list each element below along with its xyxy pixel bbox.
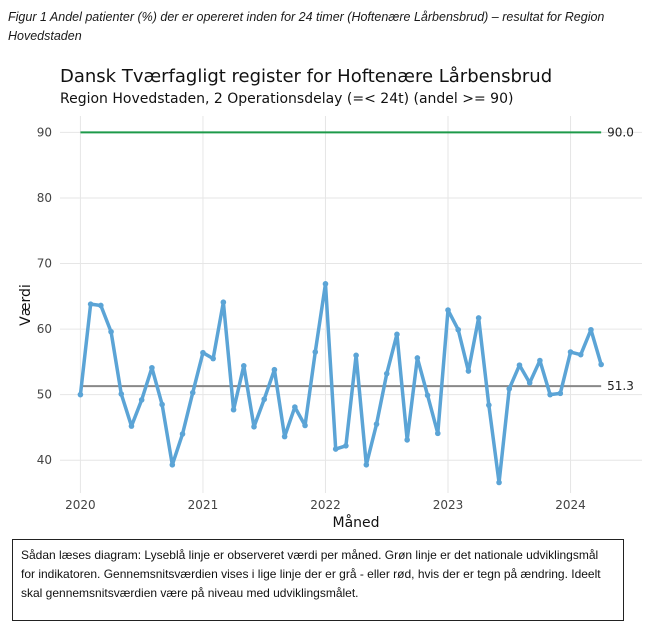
y-tick-label: 70 [37, 257, 52, 271]
data-point [302, 422, 308, 429]
data-point [98, 302, 104, 309]
x-tick-label: 2023 [433, 498, 464, 512]
data-point [87, 301, 94, 307]
data-point [149, 364, 155, 371]
data-point [516, 362, 523, 368]
data-point [210, 355, 216, 362]
x-tick-label: 2022 [310, 498, 341, 512]
reference-line-label: 51.3 [607, 379, 634, 393]
reference-line-label: 90.0 [607, 125, 634, 139]
data-point [445, 307, 451, 313]
data-point [557, 390, 564, 397]
y-tick-label: 80 [37, 191, 52, 205]
data-point [220, 299, 227, 306]
data-point [424, 392, 431, 399]
data-point [353, 352, 359, 359]
y-tick-label: 60 [37, 322, 52, 336]
data-point [230, 406, 237, 413]
reference-lines: 90.0 51.3 [80, 125, 634, 393]
y-axis-ticks: 40 50 60 70 80 90 [37, 125, 52, 467]
data-point [271, 366, 278, 373]
data-point [363, 462, 370, 468]
data-point [414, 355, 421, 361]
data-point [179, 431, 186, 437]
data-point [343, 442, 349, 449]
data-point [312, 349, 319, 355]
data-point [77, 391, 84, 398]
data-point [475, 315, 482, 321]
x-tick-label: 2020 [65, 498, 96, 512]
data-point [108, 328, 114, 335]
y-tick-label: 90 [37, 125, 52, 139]
y-axis-label: Værdi [18, 284, 34, 326]
figure-caption: Figur 1 Andel patienter (%) der er opere… [8, 10, 605, 43]
x-axis-ticks: 2020 2021 2022 2023 2024 [65, 498, 586, 512]
data-point [547, 391, 553, 398]
data-point [169, 462, 176, 468]
data-point [404, 437, 410, 443]
data-point [465, 368, 472, 374]
data-point [128, 423, 135, 429]
data-point [434, 430, 441, 437]
data-point [251, 423, 257, 430]
data-point [496, 479, 502, 486]
data-point [373, 421, 380, 427]
chart-subtitle: Region Hovedstaden, 2 Operationsdelay (=… [60, 91, 514, 107]
y-tick-label: 40 [37, 453, 52, 467]
data-point [322, 281, 329, 287]
data-point [332, 446, 339, 452]
plot-background [60, 116, 642, 493]
reading-guide-note: Sådan læses diagram: Lyseblå linje er ob… [12, 539, 624, 621]
series-line [78, 282, 603, 485]
data-point [138, 397, 145, 403]
data-point [526, 380, 533, 386]
x-axis-label: Måned [332, 514, 379, 531]
data-point [281, 433, 288, 440]
data-point [261, 396, 268, 403]
data-point [567, 349, 574, 355]
data-point [292, 404, 298, 410]
y-tick-label: 50 [37, 388, 52, 402]
chart-title: Dansk Tværfagligt register for Hoftenære… [60, 66, 553, 87]
data-point [189, 389, 196, 396]
data-point [394, 331, 400, 338]
data-point [577, 351, 584, 358]
x-tick-label: 2024 [555, 498, 586, 512]
data-point [455, 326, 462, 333]
data-point [383, 370, 390, 377]
data-point [598, 361, 604, 368]
data-point [118, 391, 125, 397]
data-point [588, 326, 594, 333]
data-point [486, 402, 492, 408]
line-chart: 40 50 60 70 80 90 2020 2021 2022 2023 2024 90.0 51… [18, 116, 642, 531]
data-point [537, 357, 543, 364]
data-point [240, 363, 247, 369]
data-point [159, 401, 165, 408]
x-tick-label: 2021 [188, 498, 219, 512]
series [77, 281, 604, 486]
data-point [506, 385, 513, 392]
data-point [200, 349, 206, 356]
